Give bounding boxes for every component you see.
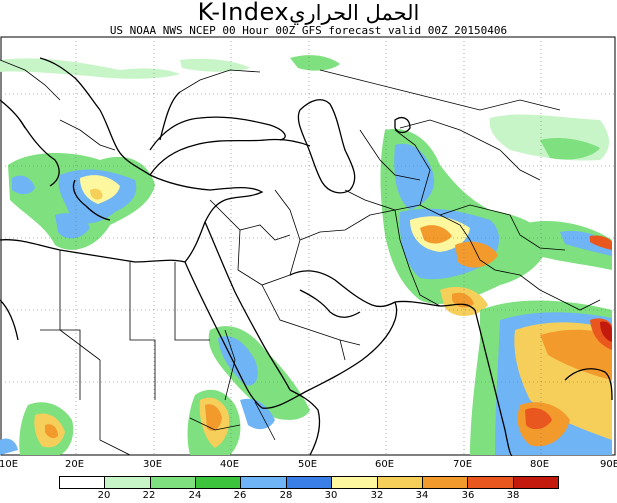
scale-swatch — [60, 477, 106, 488]
scale-swatch — [422, 477, 469, 488]
k-index-map — [0, 36, 616, 456]
coastlines — [0, 57, 613, 456]
scale-swatch — [241, 477, 287, 488]
longitude-label-20e: 20E — [65, 459, 85, 470]
longitude-label-50e: 50E — [298, 459, 318, 470]
scale-label-30: 30 — [324, 490, 338, 501]
scale-label-26: 26 — [233, 490, 247, 501]
scale-swatch — [332, 477, 378, 488]
longitude-label-10e: 10E — [0, 459, 19, 470]
scale-label-38: 38 — [506, 490, 520, 501]
title-arabic: الحمل الحراري — [289, 1, 420, 25]
country-borders — [0, 59, 601, 456]
scale-swatch — [105, 477, 151, 488]
k-index-field — [0, 55, 612, 455]
longitude-label-30e: 30E — [143, 459, 163, 470]
longitude-label-40e: 40E — [220, 459, 240, 470]
scale-swatch — [377, 477, 423, 488]
longitude-label-60e: 60E — [375, 459, 395, 470]
scale-label-24: 24 — [188, 490, 202, 501]
title-text: K-Index — [197, 0, 290, 26]
color-scale-bar — [59, 476, 559, 489]
scale-label-36: 36 — [461, 490, 475, 501]
scale-label-20: 20 — [97, 490, 111, 501]
longitude-label-70e: 70E — [453, 459, 473, 470]
scale-swatch — [513, 477, 558, 488]
scale-swatch — [196, 477, 242, 488]
lat-lon-gridlines — [1, 37, 615, 455]
map-title: K-Indexالحمل الحراري — [0, 0, 617, 26]
scale-swatch — [150, 477, 197, 488]
scale-label-34: 34 — [415, 490, 429, 501]
scale-label-32: 32 — [370, 490, 384, 501]
map-subtitle: US NOAA NWS NCEP 00 Hour 00Z GFS forecas… — [109, 24, 508, 37]
scale-label-28: 28 — [279, 490, 293, 501]
scale-label-22: 22 — [142, 490, 156, 501]
scale-swatch — [468, 477, 514, 488]
longitude-label-90e: 90E — [600, 459, 617, 470]
longitude-label-80e: 80E — [530, 459, 550, 470]
scale-swatch — [286, 477, 333, 488]
